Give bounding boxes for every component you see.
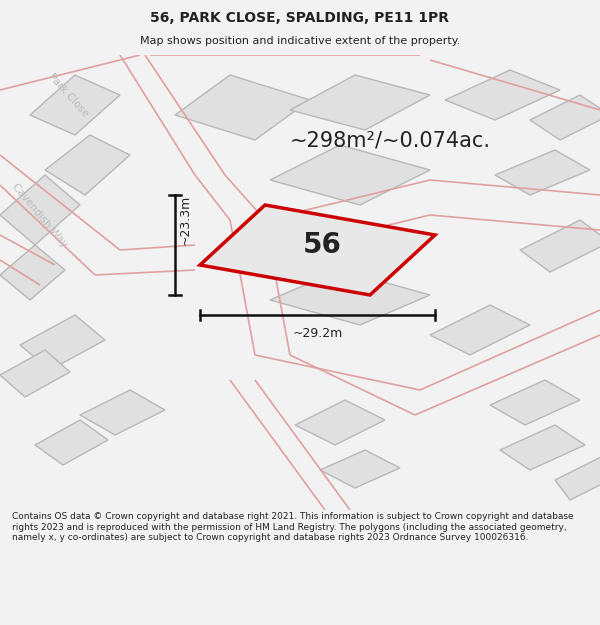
Polygon shape bbox=[45, 135, 130, 195]
Text: Cavendish Way: Cavendish Way bbox=[10, 181, 70, 249]
Polygon shape bbox=[320, 450, 400, 488]
Text: 56: 56 bbox=[303, 231, 342, 259]
Polygon shape bbox=[290, 75, 430, 130]
Polygon shape bbox=[520, 220, 600, 272]
Text: ~29.2m: ~29.2m bbox=[292, 327, 343, 340]
Polygon shape bbox=[445, 70, 560, 120]
Polygon shape bbox=[270, 145, 430, 205]
Polygon shape bbox=[530, 95, 600, 140]
Polygon shape bbox=[200, 205, 435, 295]
Text: Contains OS data © Crown copyright and database right 2021. This information is : Contains OS data © Crown copyright and d… bbox=[12, 512, 574, 542]
Polygon shape bbox=[20, 315, 105, 370]
Polygon shape bbox=[500, 425, 585, 470]
Polygon shape bbox=[0, 175, 80, 245]
Text: Map shows position and indicative extent of the property.: Map shows position and indicative extent… bbox=[140, 36, 460, 46]
Polygon shape bbox=[430, 305, 530, 355]
Polygon shape bbox=[0, 350, 70, 397]
Polygon shape bbox=[555, 455, 600, 500]
Polygon shape bbox=[35, 420, 108, 465]
Polygon shape bbox=[490, 380, 580, 425]
Polygon shape bbox=[0, 245, 65, 300]
Polygon shape bbox=[295, 400, 385, 445]
Text: ~23.3m: ~23.3m bbox=[179, 195, 191, 245]
Text: Park
Close: Park Close bbox=[235, 239, 265, 271]
Polygon shape bbox=[30, 75, 120, 135]
Polygon shape bbox=[175, 75, 310, 140]
Polygon shape bbox=[495, 150, 590, 195]
Polygon shape bbox=[270, 270, 430, 325]
Text: 56, PARK CLOSE, SPALDING, PE11 1PR: 56, PARK CLOSE, SPALDING, PE11 1PR bbox=[151, 11, 449, 25]
Polygon shape bbox=[80, 390, 165, 435]
Text: Park Close: Park Close bbox=[46, 71, 90, 119]
Text: ~298m²/~0.074ac.: ~298m²/~0.074ac. bbox=[290, 130, 491, 150]
